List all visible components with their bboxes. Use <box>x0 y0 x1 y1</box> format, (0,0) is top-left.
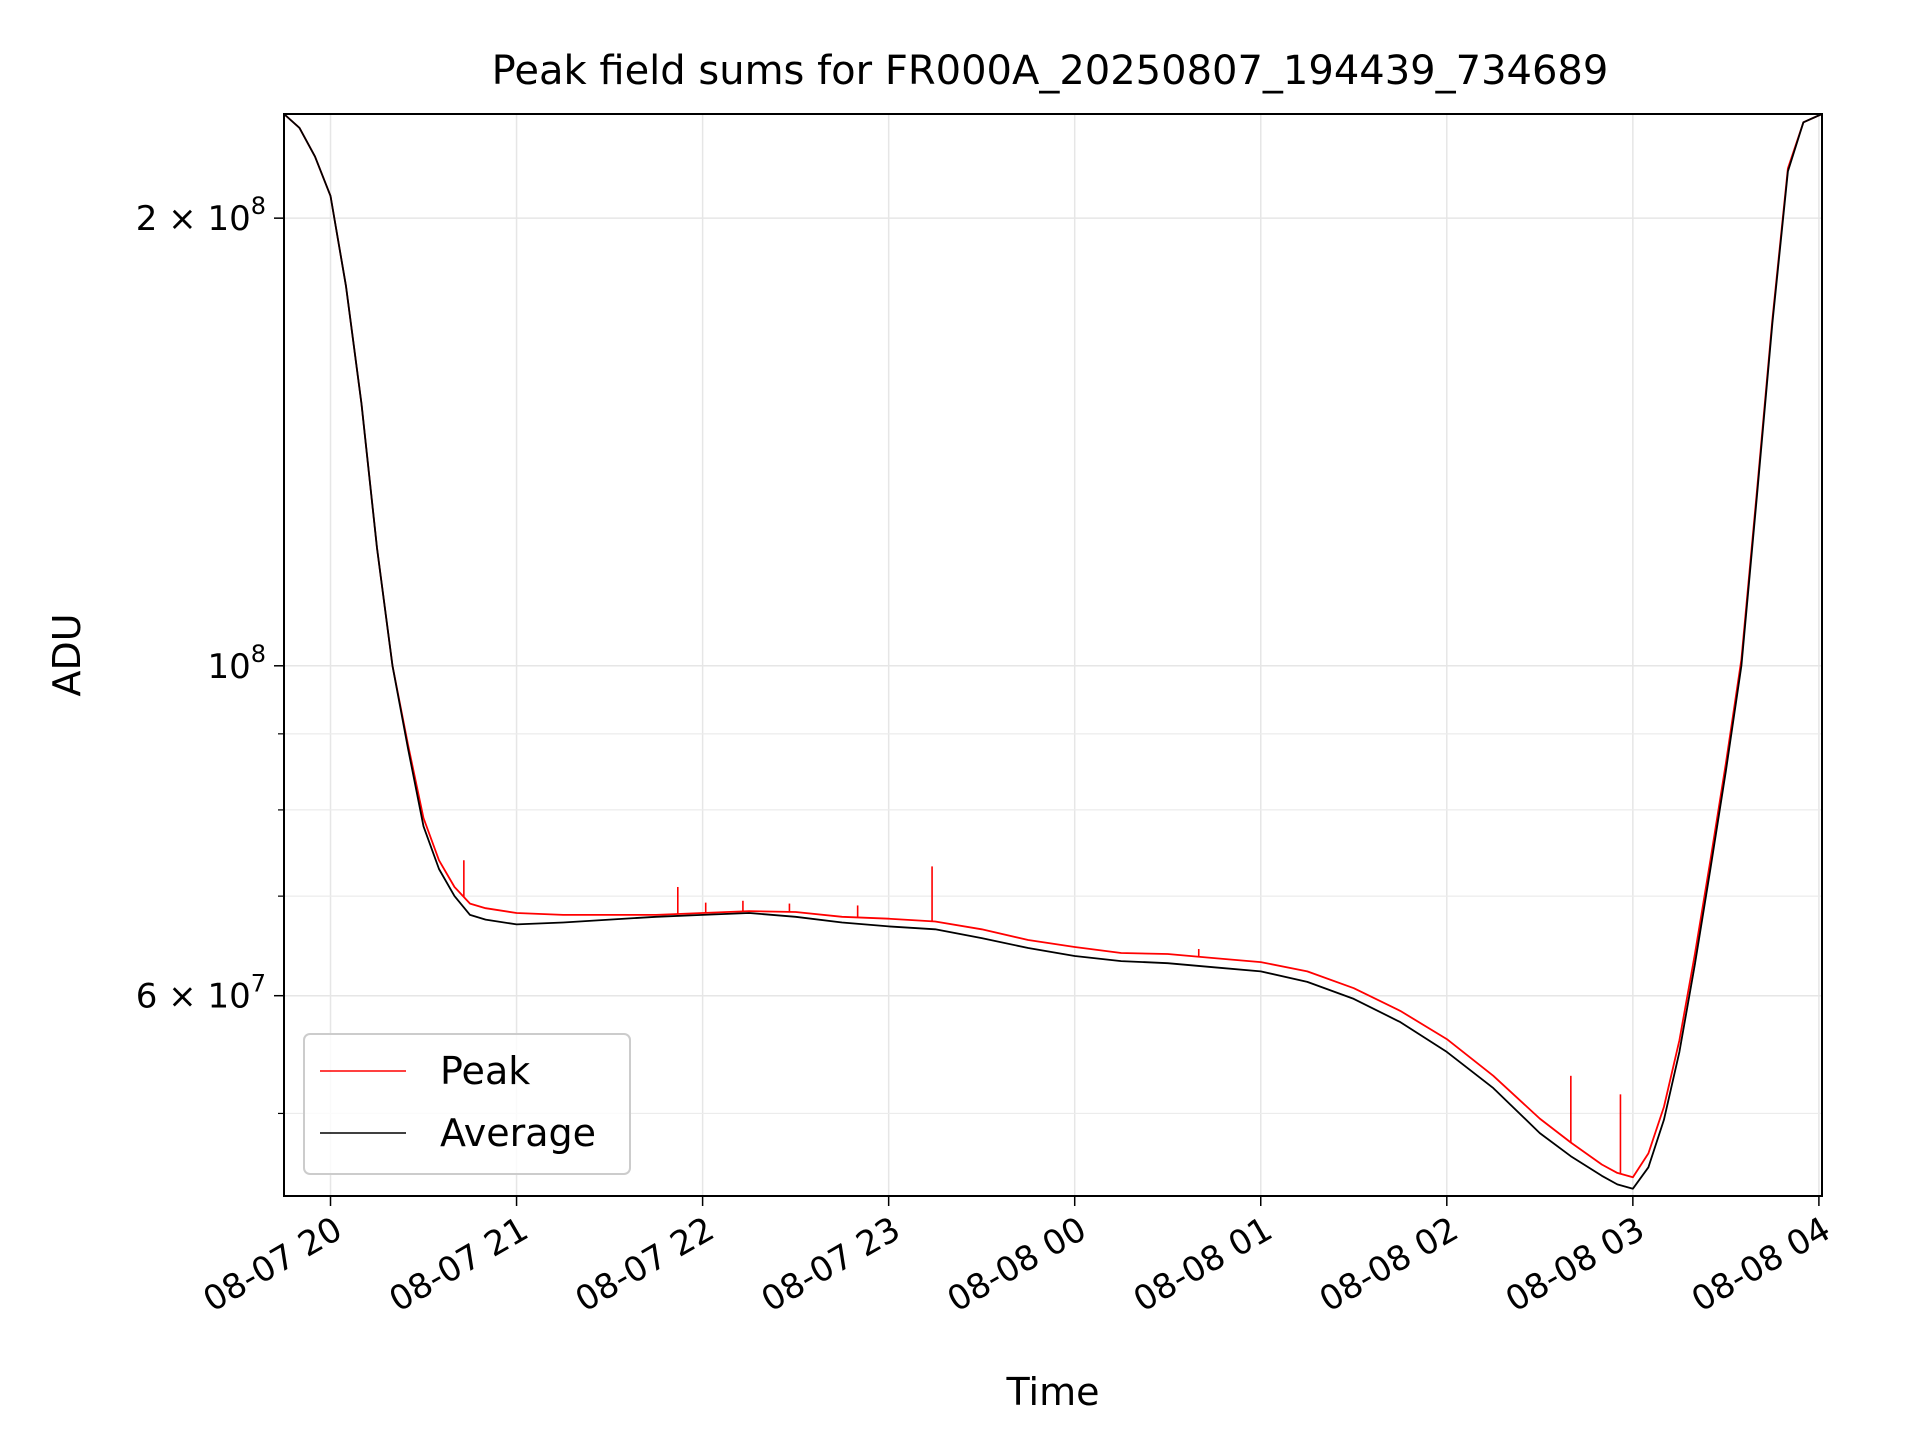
y-tick-label-base: 6 × 10 <box>136 977 251 1017</box>
legend-label-average: Average <box>440 1111 596 1155</box>
legend: Peak Average <box>303 1033 631 1175</box>
chart-title: Peak field sums for FR000A_20250807_1944… <box>492 48 1609 94</box>
y-tick-label-exponent: 8 <box>251 192 266 220</box>
y-tick-label-exponent: 8 <box>251 640 266 668</box>
y-tick-label: 2 × 108 <box>136 192 266 239</box>
plot-frame <box>283 113 1823 1197</box>
y-tick-label-base: 2 × 10 <box>136 199 251 239</box>
legend-label-peak: Peak <box>440 1049 530 1093</box>
series-line-average <box>283 113 1823 1190</box>
plot-series <box>283 113 1823 1190</box>
series-line-peak <box>283 113 1823 1179</box>
y-tick-label: 6 × 107 <box>136 970 266 1017</box>
y-axis-label: ADU <box>45 613 89 696</box>
y-tick-label: 108 <box>207 640 266 687</box>
x-axis-label: Time <box>1006 1370 1100 1414</box>
y-tick-label-exponent: 7 <box>251 970 266 998</box>
legend-box <box>303 1033 631 1175</box>
y-tick-label-base: 10 <box>207 647 250 687</box>
grid <box>284 114 1822 1196</box>
